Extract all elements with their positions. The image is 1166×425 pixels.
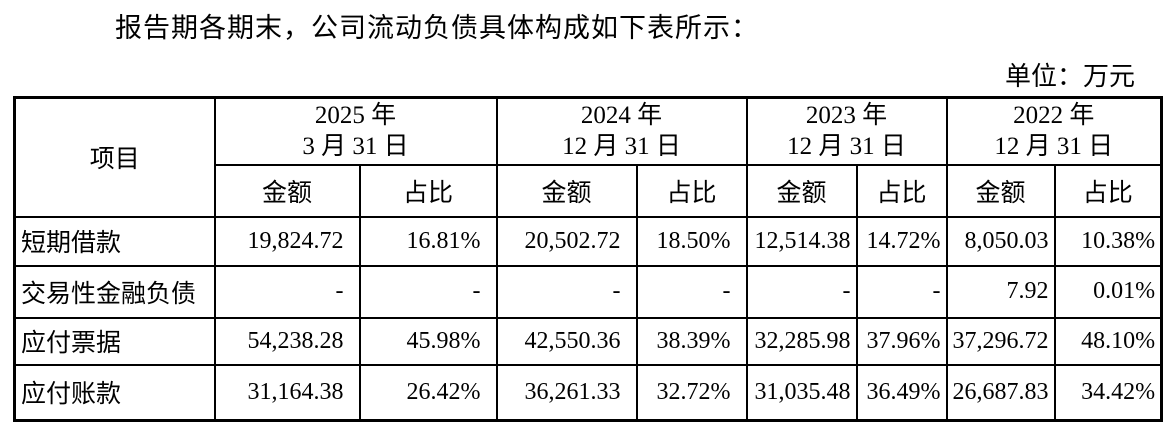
table-cell: 31,164.38 [213, 363, 361, 422]
column-header-ratio: 占比 [358, 163, 498, 218]
row-label: 交易性金融负债 [13, 264, 216, 319]
table-cell: 19,824.72 [213, 215, 361, 267]
table-cell: 10.38% [1053, 215, 1163, 267]
row-label: 短期借款 [13, 215, 216, 267]
table-row: 短期借款 19,824.72 16.81% 20,502.72 18.50% 1… [13, 215, 1163, 267]
period-year: 2024 年 [580, 102, 663, 129]
column-header-period-2023: 2023 年 12 月 31 日 [745, 96, 948, 166]
column-header-period-2024: 2024 年 12 月 31 日 [495, 96, 748, 166]
column-header-amount: 金额 [745, 163, 858, 218]
column-header-period-2022: 2022 年 12 月 31 日 [945, 96, 1163, 166]
table-cell: 45.98% [358, 316, 498, 366]
column-header-item: 项目 [13, 96, 216, 218]
period-date: 12 月 31 日 [994, 133, 1114, 161]
row-label: 应付账款 [13, 363, 216, 422]
table-header-year-row: 项目 2025 年 3 月 31 日 2024 年 12 月 31 日 2023… [13, 96, 1163, 218]
table-cell: 38.39% [635, 316, 748, 366]
period-year: 2025 年 [314, 102, 397, 129]
column-header-amount: 金额 [945, 163, 1056, 218]
table-cell: 31,035.48 [745, 363, 858, 422]
table-cell: 18.50% [635, 215, 748, 267]
period-date: 12 月 31 日 [787, 133, 906, 161]
column-header-ratio: 占比 [855, 163, 948, 218]
table-cell: 14.72% [855, 215, 948, 267]
column-header-period-2025: 2025 年 3 月 31 日 [213, 96, 498, 166]
table-cell: 26,687.83 [945, 363, 1056, 422]
table-cell: 0.01% [1053, 264, 1163, 319]
table-cell: - [495, 264, 638, 319]
table-cell: 32,285.98 [745, 316, 858, 366]
column-header-amount: 金额 [495, 163, 638, 218]
table-cell: 37.96% [855, 316, 948, 366]
period-year: 2022 年 [1013, 102, 1095, 129]
table-cell: 16.81% [358, 215, 498, 267]
table-cell: - [213, 264, 361, 319]
table-cell: - [855, 264, 948, 319]
intro-paragraph: 报告期各期末，公司流动负债具体构成如下表所示： [115, 13, 759, 43]
column-header-ratio: 占比 [635, 163, 748, 218]
table-cell: - [635, 264, 748, 319]
unit-label: 单位：万元 [1004, 62, 1135, 91]
table-cell: 42,550.36 [495, 316, 638, 366]
column-header-amount: 金额 [213, 163, 361, 218]
table-cell: 34.42% [1053, 363, 1163, 422]
table-cell: 54,238.28 [213, 316, 361, 366]
table-cell: - [358, 264, 498, 319]
table-row: 交易性金融负债 - - - - - - 7.92 0.01% [13, 264, 1163, 319]
period-date: 3 月 31 日 [302, 133, 409, 161]
table-cell: 20,502.72 [495, 215, 638, 267]
table-cell: 26.42% [358, 363, 498, 422]
table-cell: 32.72% [635, 363, 748, 422]
period-year: 2023 年 [805, 102, 888, 129]
current-liabilities-table: 项目 2025 年 3 月 31 日 2024 年 12 月 31 日 2023… [13, 96, 1164, 422]
table-cell: 7.92 [945, 264, 1056, 319]
period-date: 12 月 31 日 [562, 133, 681, 161]
table-cell: 48.10% [1053, 316, 1163, 366]
table-cell: 36.49% [855, 363, 948, 422]
table-cell: - [745, 264, 858, 319]
table-header-sub-row: 金额 占比 金额 占比 金额 占比 金额 占比 [15, 163, 1163, 218]
table-row: 应付账款 31,164.38 26.42% 36,261.33 32.72% 3… [13, 363, 1163, 422]
row-label: 应付票据 [13, 316, 216, 366]
table-cell: 12,514.38 [745, 215, 858, 267]
column-header-ratio: 占比 [1053, 163, 1163, 218]
table-cell: 8,050.03 [945, 215, 1056, 267]
table-cell: 36,261.33 [495, 363, 638, 422]
table-cell: 37,296.72 [945, 316, 1056, 366]
table-row: 应付票据 54,238.28 45.98% 42,550.36 38.39% 3… [13, 316, 1163, 366]
